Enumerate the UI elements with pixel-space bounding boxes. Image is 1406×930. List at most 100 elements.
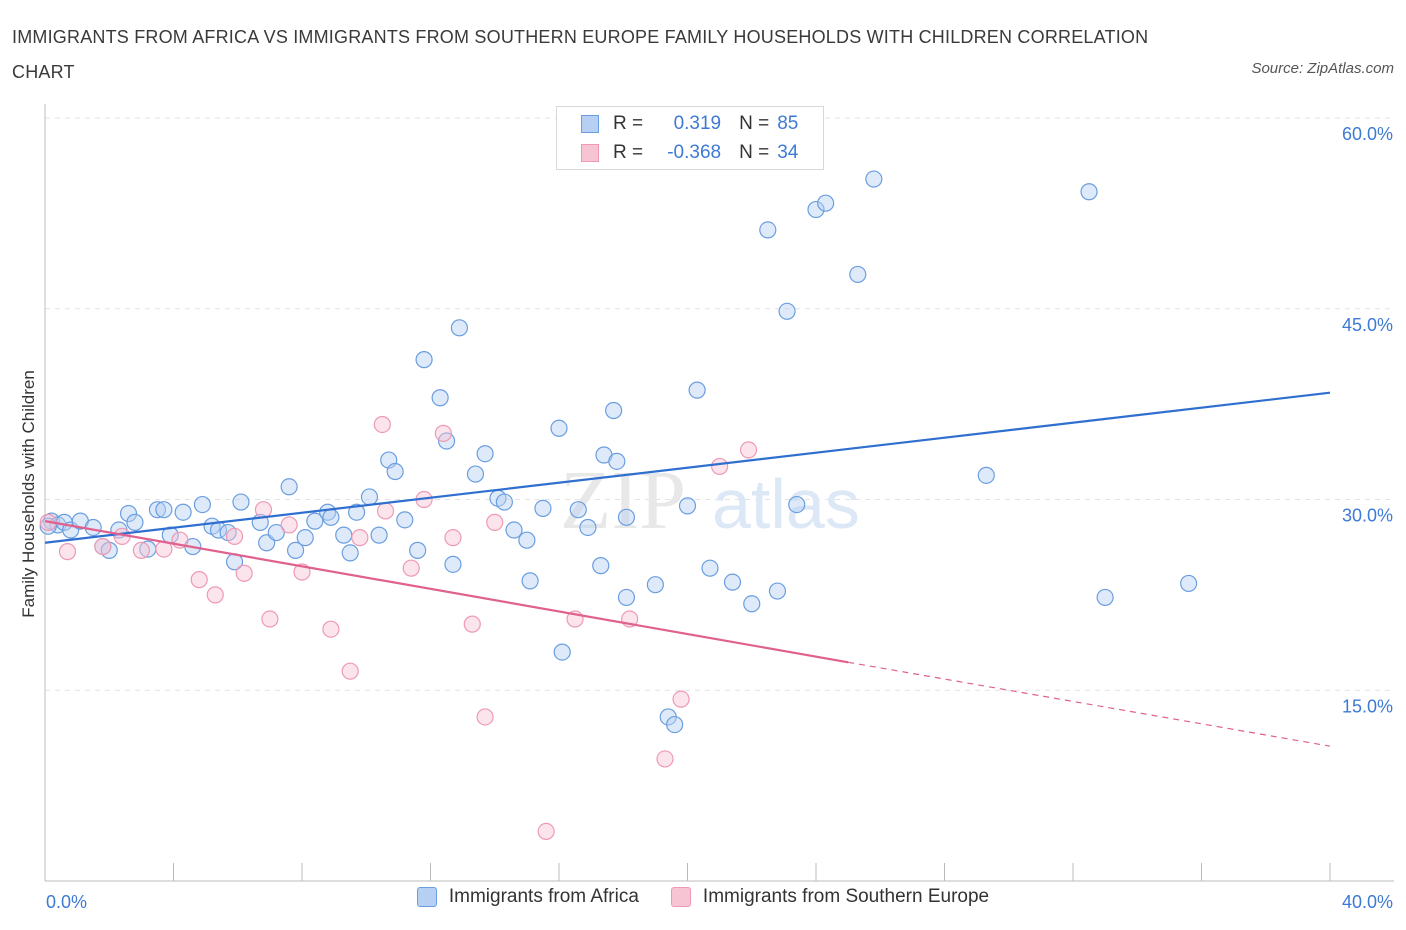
data-point-africa	[605, 401, 623, 420]
data-point-africa	[759, 221, 777, 239]
legend-r-value: 0.319	[673, 113, 722, 134]
legend-n-value: 85	[777, 113, 799, 134]
data-point-africa	[370, 526, 388, 544]
data-point-africa	[788, 495, 806, 514]
data-point-africa	[286, 541, 305, 559]
data-point-africa	[126, 513, 144, 531]
data-point-africa	[701, 559, 719, 577]
correlation-legend: R = 0.319 N = 85 R = -0.368 N = 34	[556, 106, 824, 170]
data-point-africa	[807, 200, 825, 219]
legend-swatch-africa	[416, 887, 437, 907]
data-point-africa	[396, 511, 414, 529]
x-tick-label: 40.0%	[1342, 892, 1393, 912]
legend-swatch-europe	[670, 887, 691, 907]
legend-label-africa: Immigrants from Africa	[448, 886, 639, 907]
data-point-europe	[486, 513, 504, 531]
data-point-africa	[666, 715, 684, 734]
data-point-africa	[518, 531, 536, 549]
data-point-europe	[261, 610, 279, 628]
data-point-africa	[550, 419, 568, 437]
data-point-europe	[58, 543, 77, 561]
legend-swatch-europe	[581, 144, 599, 162]
data-point-africa	[723, 573, 742, 591]
data-point-africa	[232, 493, 250, 511]
series-africa-points	[39, 170, 1198, 734]
data-point-africa	[119, 504, 138, 523]
data-point-europe	[94, 537, 112, 556]
y-axis-label: Family Households with Children	[19, 370, 38, 618]
data-point-europe	[476, 708, 494, 726]
data-point-europe	[132, 541, 150, 559]
gridlines	[45, 117, 1394, 691]
data-point-africa	[849, 265, 867, 284]
data-point-europe	[206, 586, 224, 604]
y-tick-label: 30.0%	[1342, 506, 1393, 526]
data-point-africa	[280, 478, 298, 496]
data-point-africa	[678, 497, 697, 515]
data-point-africa	[476, 445, 494, 463]
data-point-africa	[1180, 574, 1198, 593]
x-tick-label: 0.0%	[46, 892, 87, 912]
data-point-africa	[348, 503, 366, 521]
data-point-africa	[768, 582, 787, 600]
legend-item-europe[interactable]: Immigrants from Southern Europe	[670, 886, 990, 908]
data-point-africa	[155, 501, 173, 519]
data-point-africa	[617, 508, 636, 526]
data-point-europe	[235, 564, 253, 582]
data-point-africa	[688, 381, 706, 399]
data-point-europe	[254, 501, 273, 519]
data-point-africa	[335, 526, 353, 544]
data-point-africa	[617, 588, 636, 607]
y-tick-label: 45.0%	[1342, 315, 1393, 335]
legend-item-africa[interactable]: Immigrants from Africa	[416, 886, 639, 908]
data-point-europe	[434, 424, 452, 442]
data-point-africa	[495, 493, 513, 511]
data-point-europe	[190, 571, 208, 589]
data-point-europe	[402, 559, 420, 577]
data-point-africa	[84, 518, 102, 537]
data-point-africa	[409, 541, 427, 559]
legend-r-label: R =	[613, 113, 644, 134]
data-point-europe	[376, 502, 395, 520]
data-point-africa	[431, 389, 449, 407]
data-point-africa	[521, 572, 539, 590]
series-europe-points	[39, 415, 758, 841]
data-point-europe	[351, 529, 369, 547]
data-point-europe	[463, 615, 481, 633]
legend-label-europe: Immigrants from Southern Europe	[702, 886, 990, 907]
trend-lines	[44, 391, 1331, 747]
data-point-africa	[193, 495, 212, 514]
data-point-africa	[341, 544, 359, 562]
legend-row-africa: R = 0.319 N = 85	[581, 111, 798, 137]
data-point-africa	[322, 508, 340, 526]
tick-labels: 15.0% 30.0% 45.0% 60.0% 0.0% 40.0%	[46, 124, 1393, 912]
legend-n-value: 34	[777, 142, 799, 163]
legend-n-label: N =	[739, 142, 770, 163]
y-tick-label: 15.0%	[1342, 696, 1393, 716]
data-point-africa	[267, 523, 285, 542]
data-point-europe	[322, 620, 340, 638]
data-point-europe	[444, 529, 462, 547]
data-point-africa	[817, 194, 835, 212]
trend-line-europe	[44, 520, 849, 664]
chart-title: IMMIGRANTS FROM AFRICA VS IMMIGRANTS FRO…	[12, 27, 1149, 82]
data-point-africa	[174, 503, 192, 521]
trend-line-europe-extrapolated	[848, 661, 1331, 747]
data-point-africa	[1080, 183, 1098, 201]
trend-line-africa	[44, 391, 1331, 544]
data-point-africa	[553, 643, 571, 661]
data-point-europe	[280, 516, 298, 534]
data-point-europe	[711, 457, 729, 476]
data-point-africa	[534, 499, 552, 518]
data-point-europe	[341, 662, 359, 680]
data-point-africa	[608, 452, 626, 470]
data-point-africa	[646, 576, 664, 594]
data-point-europe	[656, 750, 674, 768]
data-point-africa	[450, 319, 469, 337]
data-point-africa	[865, 170, 883, 188]
data-point-africa	[415, 351, 433, 369]
data-point-europe	[373, 415, 391, 434]
data-point-africa	[386, 462, 404, 481]
data-point-africa	[592, 557, 610, 575]
